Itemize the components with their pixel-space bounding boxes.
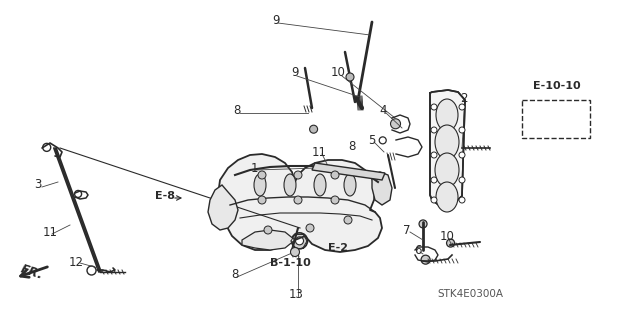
Polygon shape [372,172,392,205]
Polygon shape [242,230,295,250]
Circle shape [421,255,430,264]
Polygon shape [430,90,465,206]
Text: E-2: E-2 [328,243,348,253]
Ellipse shape [284,174,296,196]
Circle shape [459,177,465,183]
Text: 9: 9 [291,66,299,79]
Text: 2: 2 [460,92,468,105]
Text: FR.: FR. [19,262,45,282]
Text: E-8: E-8 [155,191,175,201]
Circle shape [264,226,272,234]
Circle shape [431,197,437,203]
Text: 10: 10 [331,66,346,79]
Text: 7: 7 [403,224,411,236]
Circle shape [459,104,465,110]
Circle shape [258,196,266,204]
Text: 1: 1 [250,161,258,174]
Ellipse shape [436,182,458,212]
Circle shape [459,152,465,158]
Circle shape [459,127,465,133]
Circle shape [431,127,437,133]
Text: 8: 8 [348,140,356,153]
Ellipse shape [436,99,458,131]
Polygon shape [218,154,382,252]
Circle shape [459,197,465,203]
Text: 10: 10 [440,231,454,243]
Text: 8: 8 [231,269,239,281]
Ellipse shape [435,153,459,187]
Circle shape [331,196,339,204]
Text: B-1-10: B-1-10 [269,258,310,268]
Circle shape [87,266,96,275]
Circle shape [390,119,401,129]
Text: STK4E0300A: STK4E0300A [437,289,503,299]
Circle shape [296,237,303,245]
Text: 3: 3 [35,179,42,191]
Ellipse shape [344,174,356,196]
Circle shape [380,137,386,144]
Circle shape [294,171,302,179]
Ellipse shape [254,174,266,196]
Bar [522,100,590,138]
Text: 4: 4 [380,105,387,117]
Circle shape [346,73,354,81]
Text: 5: 5 [368,133,376,146]
Circle shape [294,196,302,204]
Text: 11: 11 [42,226,58,239]
Circle shape [310,125,317,133]
Circle shape [291,248,300,256]
Ellipse shape [314,174,326,196]
Circle shape [292,233,308,249]
Circle shape [419,220,427,228]
Text: 8: 8 [234,103,241,116]
Circle shape [331,171,339,179]
Circle shape [258,171,266,179]
Circle shape [431,177,437,183]
Text: 13: 13 [289,287,303,300]
Circle shape [43,143,51,152]
Circle shape [431,104,437,110]
Text: E-10-10: E-10-10 [533,81,581,91]
Ellipse shape [435,125,459,159]
Circle shape [344,216,352,224]
Text: 6: 6 [414,243,422,256]
Circle shape [75,190,81,197]
Circle shape [431,152,437,158]
Circle shape [306,224,314,232]
Text: 9: 9 [272,13,280,26]
Text: 12: 12 [68,256,83,269]
Text: 11: 11 [312,145,326,159]
Circle shape [447,239,454,247]
Polygon shape [312,163,385,180]
Polygon shape [208,185,238,230]
